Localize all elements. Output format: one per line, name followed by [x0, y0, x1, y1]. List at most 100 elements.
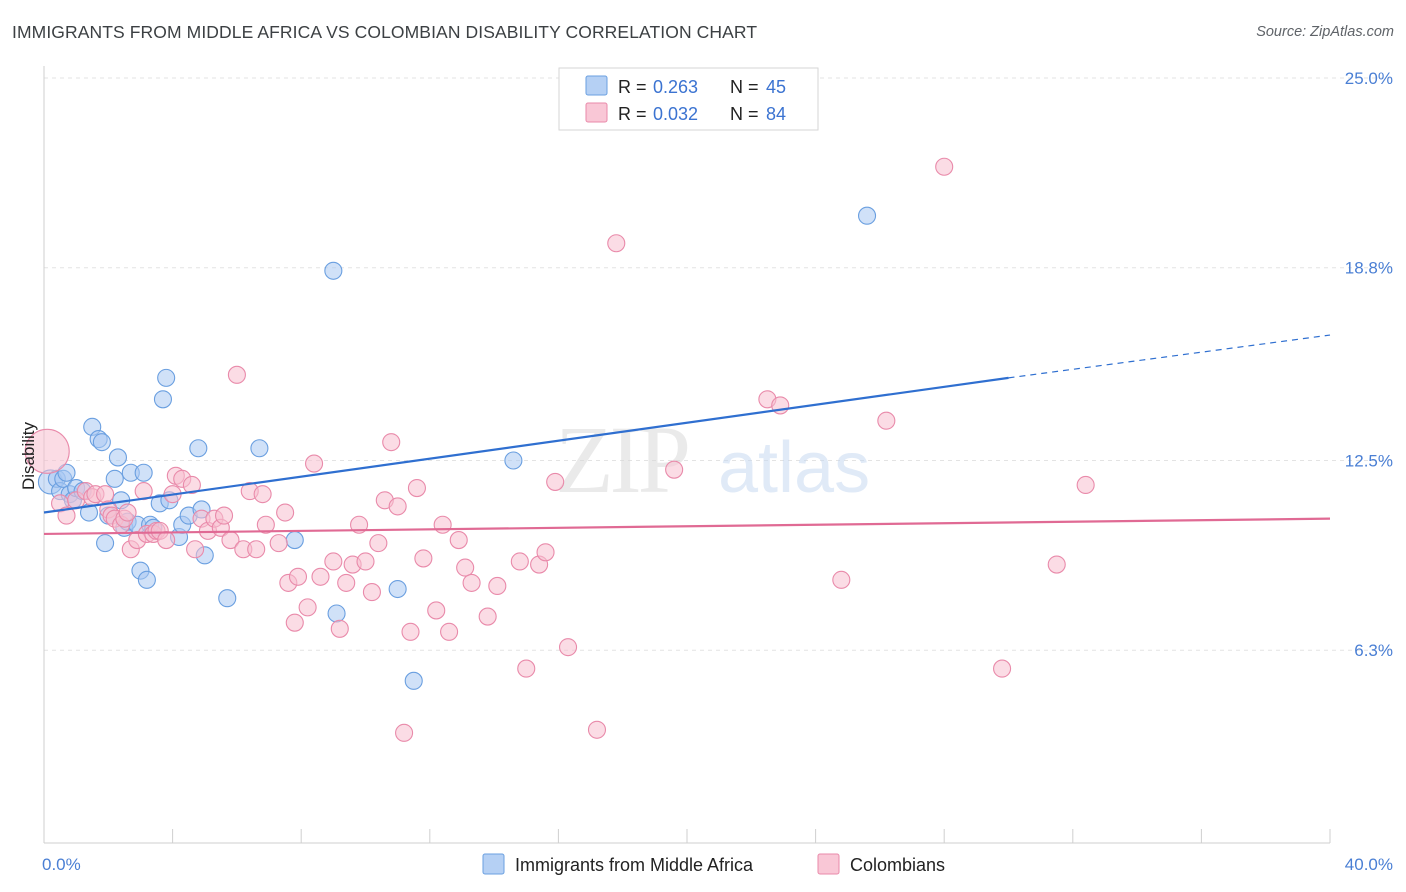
trend-extension-middle-africa [1008, 334, 1331, 379]
point-middle-africa [504, 451, 523, 470]
point-colombians [247, 540, 266, 559]
watermark-atlas: atlas [718, 428, 870, 508]
point-colombians [96, 485, 115, 504]
legend-r-label-1: R = [618, 77, 647, 97]
point-colombians [935, 157, 954, 176]
legend-n-label-2: N = [730, 104, 759, 124]
legend-r-value-1: 0.263 [653, 77, 698, 97]
legend-r-label-2: R = [618, 104, 647, 124]
point-middle-africa [250, 439, 269, 458]
point-colombians [311, 567, 330, 586]
data-points [24, 157, 1095, 742]
point-colombians [440, 622, 459, 641]
trend-lines [43, 334, 1331, 536]
point-colombians [488, 576, 507, 596]
point-colombians [382, 433, 401, 452]
point-middle-africa [388, 579, 407, 599]
point-colombians [517, 659, 536, 678]
point-colombians [157, 531, 176, 550]
point-colombians [118, 503, 137, 522]
point-middle-africa [218, 589, 237, 608]
y-tick-labels: 6.3% 12.5% 18.8% 25.0% [1345, 69, 1393, 660]
legend-r-value-2: 0.032 [653, 104, 698, 124]
point-middle-africa [137, 570, 156, 589]
point-colombians [356, 552, 375, 571]
series-legend: Immigrants from Middle Africa Colombians [482, 853, 945, 875]
gridlines [44, 77, 1393, 651]
point-colombians [877, 411, 896, 430]
point-middle-africa [285, 531, 304, 550]
point-colombians [57, 506, 76, 525]
point-colombians [285, 613, 304, 632]
point-colombians [186, 540, 205, 559]
point-middle-africa [105, 469, 124, 488]
point-colombians [407, 478, 426, 498]
point-colombians [388, 497, 407, 516]
point-middle-africa [92, 433, 111, 452]
point-middle-africa [404, 671, 423, 690]
point-middle-africa [327, 604, 346, 623]
legend-swatch-pink [585, 102, 608, 123]
point-colombians [276, 503, 295, 522]
x-tick-label-max: 40.0% [1345, 855, 1393, 874]
point-colombians [182, 475, 201, 495]
trend-line-colombians [43, 517, 1331, 536]
chart-title: IMMIGRANTS FROM MIDDLE AFRICA VS COLOMBI… [12, 22, 758, 42]
axes [43, 66, 1331, 844]
point-colombians [227, 365, 246, 384]
point-colombians [305, 454, 324, 473]
point-colombians [214, 506, 234, 525]
point-middle-africa [189, 439, 208, 458]
point-colombians [1076, 475, 1095, 495]
watermark-zip: ZIP [555, 406, 688, 513]
point-colombians [269, 534, 288, 553]
source-label: Source: ZipAtlas.com [1256, 24, 1394, 40]
y-tick-label: 25.0% [1345, 69, 1393, 88]
point-colombians [993, 659, 1012, 678]
point-colombians [253, 485, 272, 504]
point-colombians [462, 573, 481, 592]
point-colombians [324, 552, 343, 571]
point-colombians [832, 570, 851, 589]
point-colombians [433, 515, 452, 534]
point-colombians [558, 638, 578, 657]
point-colombians [350, 515, 369, 534]
legend-swatch-blue [585, 75, 608, 96]
point-middle-africa [157, 368, 176, 387]
point-colombians [288, 567, 308, 586]
point-colombians [607, 234, 626, 253]
point-colombians [401, 622, 420, 641]
point-colombians [362, 583, 381, 602]
point-colombians [587, 720, 607, 739]
y-axis-label: Disability [19, 421, 38, 490]
point-middle-africa [134, 463, 153, 482]
legend-label-colombians: Colombians [850, 855, 945, 875]
legend-n-value-2: 84 [766, 104, 786, 124]
legend-label-middle-africa: Immigrants from Middle Africa [515, 855, 754, 875]
point-colombians [298, 598, 317, 617]
correlation-legend: R = 0.263 N = 45 R = 0.032 N = 84 [558, 67, 819, 131]
y-tick-label: 6.3% [1354, 641, 1393, 660]
legend-n-value-1: 45 [766, 77, 786, 97]
point-colombians [427, 601, 446, 620]
point-colombians [478, 607, 497, 626]
point-middle-africa [57, 463, 76, 482]
point-middle-africa [96, 534, 115, 553]
point-middle-africa [857, 206, 877, 225]
point-colombians [395, 723, 414, 742]
point-colombians [24, 428, 70, 474]
watermark: ZIP atlas [555, 406, 870, 513]
x-tick-label-min: 0.0% [42, 855, 81, 874]
point-colombians [510, 552, 529, 571]
point-colombians [337, 573, 356, 592]
point-colombians [330, 619, 349, 638]
legend-swatch-colombians [817, 853, 840, 875]
point-colombians [449, 531, 468, 550]
point-middle-africa [108, 448, 127, 467]
point-colombians [369, 534, 388, 553]
y-tick-label: 18.8% [1345, 259, 1393, 278]
point-colombians [456, 558, 475, 577]
legend-n-label-1: N = [730, 77, 759, 97]
point-colombians [256, 515, 275, 534]
